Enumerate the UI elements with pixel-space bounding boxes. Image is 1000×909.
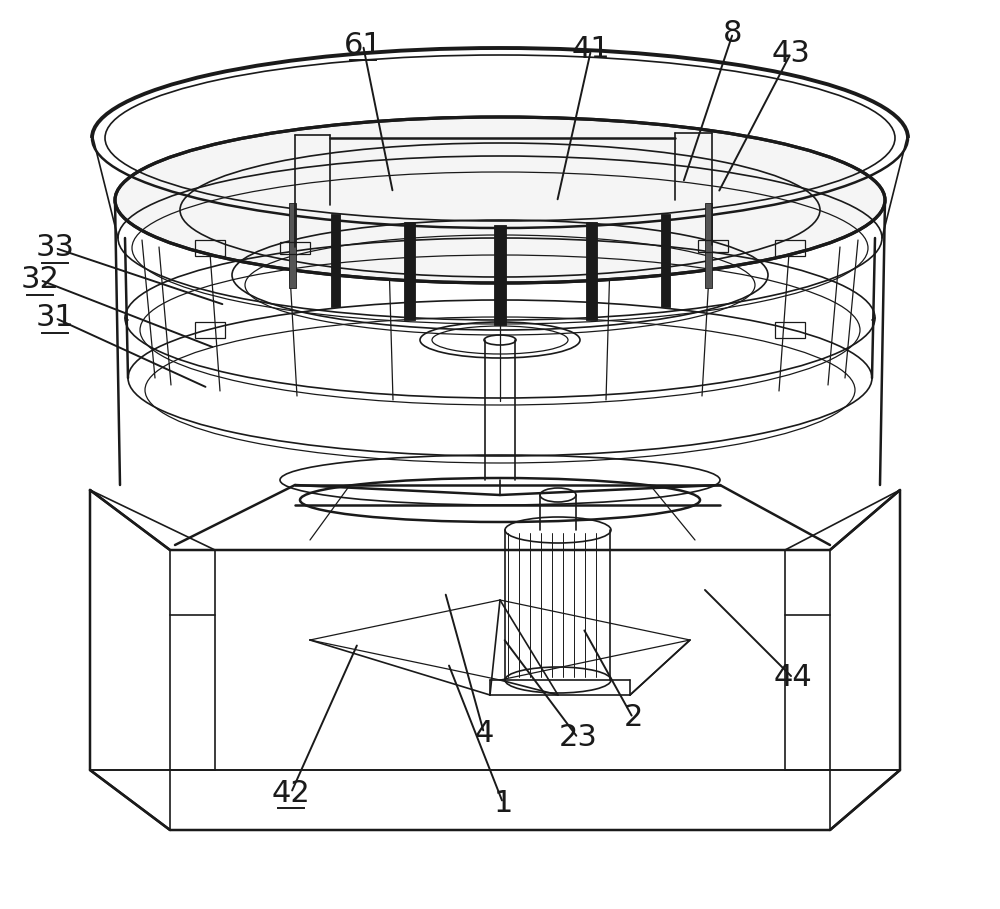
Bar [280,242,310,254]
Bar [195,240,225,256]
Bar [586,222,597,320]
Bar [331,215,340,307]
Text: 32: 32 [21,265,59,295]
Bar [775,322,805,338]
Bar [661,215,670,307]
Bar [494,225,506,325]
Ellipse shape [115,117,885,283]
Bar [775,240,805,256]
Text: 44: 44 [774,664,812,693]
Bar [705,203,712,288]
Text: 42: 42 [272,778,310,807]
Text: 61: 61 [344,31,382,59]
Bar [404,222,415,320]
Bar [698,240,728,252]
Text: 33: 33 [36,234,74,263]
Text: 8: 8 [723,18,743,47]
Text: 2: 2 [623,704,643,733]
Text: 41: 41 [572,35,610,65]
Text: 4: 4 [474,718,494,747]
Text: 23: 23 [559,724,597,753]
Text: 43: 43 [772,38,810,67]
Text: 1: 1 [493,788,513,817]
Bar [195,322,225,338]
Text: 31: 31 [36,304,74,333]
Bar [289,203,296,288]
